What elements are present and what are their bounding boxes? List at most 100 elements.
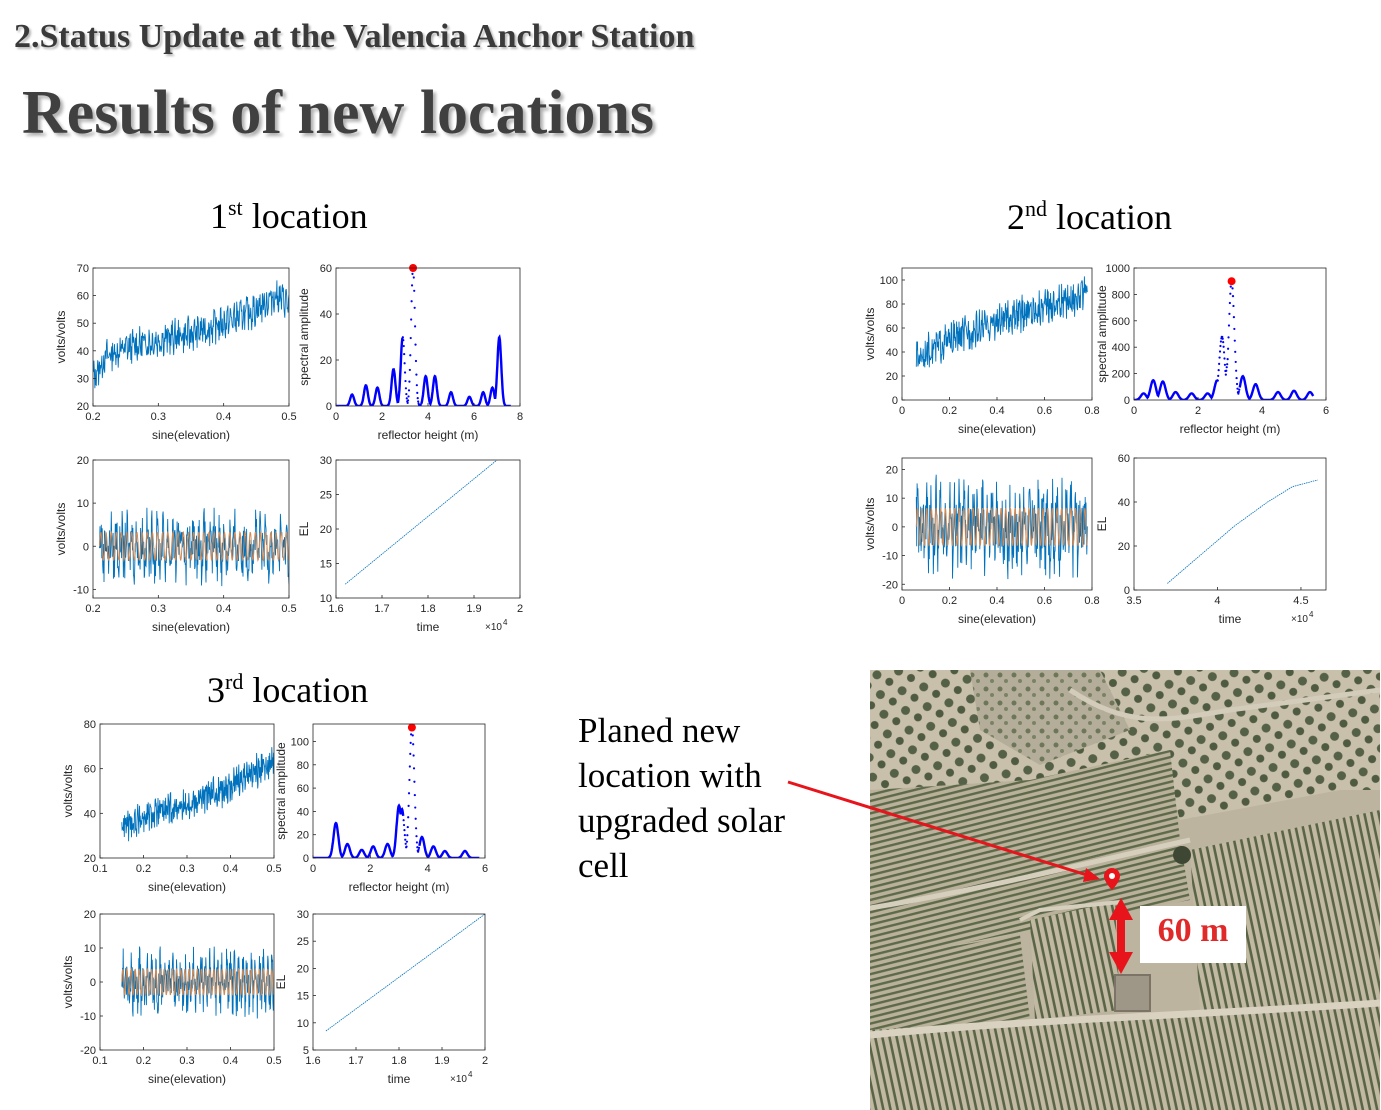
x-tick-label: 0.5 <box>266 863 281 875</box>
y-tick-label: 30 <box>320 455 332 467</box>
x-tick-label: 1.6 <box>305 1055 320 1067</box>
data-series <box>915 474 1088 580</box>
x-exponent-power: 4 <box>1309 610 1314 619</box>
x-tick-label: 0.1 <box>92 1055 107 1067</box>
plot-area <box>901 267 1093 401</box>
y-tick-label: 15 <box>320 559 332 571</box>
spectrum-dot <box>416 846 419 849</box>
spectrum-dot <box>1237 390 1240 393</box>
detrended-snr-line <box>915 474 1088 580</box>
x-tick-label: 0.4 <box>216 603 231 615</box>
spectrum-dot <box>1236 387 1239 390</box>
spectrum-dot <box>1226 347 1230 350</box>
x-tick-label: 4.5 <box>1293 595 1308 607</box>
x-tick-label: 0.4 <box>989 595 1004 607</box>
x-tick-label: 0.1 <box>92 863 107 875</box>
y-tick-label: 0 <box>90 977 96 989</box>
chart-location-2-raw-snr: 0 0.2 0.4 0.6 0.8 0 20 40 60 80 100 sine(elevation)… <box>863 267 1100 436</box>
spectrum-dot <box>1238 388 1241 391</box>
spectrum-dot <box>417 848 420 851</box>
chart-location-1-spectrum: 0 2 4 6 8 0 20 40 60 reflector height (m) spectral… <box>297 263 523 442</box>
spectrum-dot <box>1217 369 1220 372</box>
y-tick-label: 80 <box>886 299 898 311</box>
plot-area <box>92 459 290 599</box>
y-tick-label: 60 <box>886 323 898 335</box>
y-tick-label: 400 <box>1112 342 1130 354</box>
x-tick-label: 6 <box>1323 405 1329 417</box>
x-tick-label: 1.7 <box>374 603 389 615</box>
spectrum-dot <box>410 318 413 321</box>
spectrum-dot <box>414 359 418 363</box>
y-tick-label: 60 <box>77 291 89 303</box>
y-tick-label: 10 <box>297 1018 309 1030</box>
x-tick-label: 0.3 <box>151 411 166 423</box>
spectrum-dot <box>1222 345 1225 348</box>
plot-area <box>99 913 275 1051</box>
y-tick-label: 25 <box>320 490 332 502</box>
spectrum-dot <box>417 850 420 853</box>
x-tick-label: 0 <box>899 405 905 417</box>
x-axis-label: sine(elevation) <box>958 422 1036 436</box>
spectrum-dot <box>1225 366 1228 369</box>
y-tick-label: 20 <box>886 464 898 476</box>
data-series <box>336 268 511 406</box>
spectrum-dot <box>1235 376 1238 380</box>
y-tick-label: 200 <box>1112 369 1130 381</box>
spectrum-line <box>313 803 480 858</box>
spectrum-dot <box>403 352 406 356</box>
x-tick-label: 3.5 <box>1126 595 1141 607</box>
plot-area <box>335 459 521 599</box>
spectrum-dot <box>407 389 411 392</box>
x-tick-label: 2 <box>517 603 523 615</box>
spectrum-dot <box>402 344 405 348</box>
y-tick-label: 20 <box>297 963 309 975</box>
data-series <box>121 946 274 1019</box>
plot-area <box>92 267 290 407</box>
x-tick-label: 1.9 <box>466 603 481 615</box>
y-tick-label: 80 <box>297 760 309 772</box>
data-series <box>99 507 289 587</box>
spectrum-dot <box>1232 316 1236 319</box>
spectrum-dot <box>1223 357 1226 360</box>
spectrum-dot <box>409 752 412 755</box>
y-axis-label: EL <box>274 974 288 989</box>
spectrum-dot <box>412 767 416 770</box>
x-tick-label: 2 <box>482 1055 488 1067</box>
x-tick-label: 0.2 <box>942 595 957 607</box>
y-tick-label: 800 <box>1112 289 1130 301</box>
spectrum-dot <box>408 380 411 383</box>
y-tick-label: 0 <box>892 522 898 534</box>
spectrum-dot <box>417 400 420 403</box>
spectrum-dot <box>417 846 421 849</box>
y-tick-label: 0 <box>892 395 898 407</box>
y-tick-label: 40 <box>77 346 89 358</box>
spectrum-dot <box>406 825 409 829</box>
x-tick-label: 0 <box>1131 405 1137 417</box>
spectrum-dot <box>1221 335 1224 339</box>
spectrum-dot <box>416 391 419 394</box>
x-tick-label: 0.3 <box>179 863 194 875</box>
y-tick-label: 100 <box>291 736 309 748</box>
y-tick-label: 0 <box>1124 585 1130 597</box>
chart-location-3-detrended-snr: 0.1 0.2 0.3 0.4 0.5 -20 -10 0 10 20 sine(elevation… <box>61 909 282 1086</box>
y-axis-label: volts/volts <box>61 765 75 818</box>
spectrum-dot <box>1222 351 1226 354</box>
spectrum-dot <box>404 387 408 390</box>
x-tick-label: 1.8 <box>391 1055 406 1067</box>
location-1-label: 1st location <box>210 195 368 237</box>
spectrum-dot <box>411 272 414 275</box>
y-axis-label: spectral amplitude <box>274 742 288 840</box>
x-tick-label: 0.3 <box>151 603 166 615</box>
axes-box <box>1133 457 1327 591</box>
note-line: Planed new <box>578 711 741 750</box>
y-tick-label: -20 <box>80 1045 96 1057</box>
spectrum-dot <box>414 806 417 809</box>
y-tick-label: 15 <box>297 991 309 1003</box>
spectrum-dot <box>413 793 416 797</box>
x-tick-label: 0.4 <box>216 411 231 423</box>
aerial-photo <box>870 670 1380 1110</box>
location-1-word: location <box>251 196 368 236</box>
peak-marker <box>1227 277 1236 286</box>
chart-location-1-detrended-snr: 0.2 0.3 0.4 0.5 -10 0 10 20 sine(elevation) volts… <box>54 455 297 634</box>
